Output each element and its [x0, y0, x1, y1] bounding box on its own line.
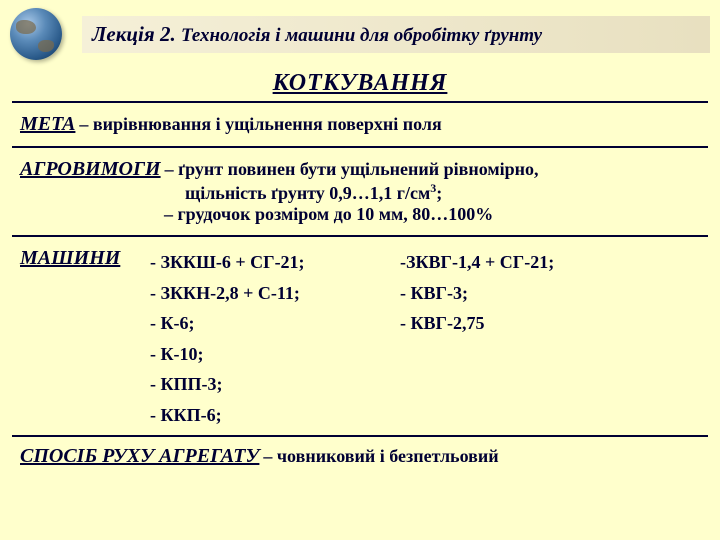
meta-section: МЕТА – вирівнювання і ущільнення поверхн… [0, 107, 720, 142]
method-section: СПОСІБ РУХУ АГРЕГАТУ – човниковий і безп… [0, 441, 720, 468]
list-item: - К-10; [150, 339, 400, 370]
method-label: СПОСІБ РУХУ АГРЕГАТУ [20, 445, 259, 467]
method-text: – човниковий і безпетльовий [263, 446, 498, 466]
lecture-subtitle: Технологія і машини для обробітку ґрунту [181, 25, 542, 46]
divider [12, 235, 708, 237]
divider [12, 146, 708, 148]
machines-label: МАШИНИ [20, 247, 120, 269]
agro-line2b: ; [436, 183, 442, 203]
agro-section: АГРОВИМОГИ – ґрунт повинен бути ущільнен… [0, 152, 720, 231]
lecture-number: Лекція 2. [92, 22, 176, 46]
header: Лекція 2. Технологія і машини для обробі… [0, 0, 720, 64]
list-item: - КВГ-3; [400, 278, 620, 309]
globe-icon [10, 8, 62, 60]
page-title: КОТКУВАННЯ [0, 70, 720, 97]
list-item: - КПП-3; [150, 369, 400, 400]
machines-section: МАШИНИ - ЗККШ-6 + СГ-21; - ЗККН-2,8 + С-… [0, 241, 720, 431]
divider [12, 435, 708, 437]
list-item: -ЗКВГ-1,4 + СГ-21; [400, 247, 620, 278]
agro-label: АГРОВИМОГИ [20, 158, 161, 180]
machines-col1: - ЗККШ-6 + СГ-21; - ЗККН-2,8 + С-11; - К… [150, 247, 400, 431]
machines-col2: -ЗКВГ-1,4 + СГ-21; - КВГ-3; - КВГ-2,75 [400, 247, 620, 431]
divider [12, 101, 708, 103]
agro-line3: – грудочок розміром до 10 мм, 80…100% [20, 204, 700, 225]
list-item: - ККП-6; [150, 400, 400, 431]
list-item: - КВГ-2,75 [400, 308, 620, 339]
list-item: - К-6; [150, 308, 400, 339]
machines-label-wrap: МАШИНИ [20, 247, 150, 431]
agro-line1: – ґрунт повинен бути ущільнений рівномір… [165, 159, 539, 179]
title-bar: Лекція 2. Технологія і машини для обробі… [82, 16, 710, 53]
list-item: - ЗККШ-6 + СГ-21; [150, 247, 400, 278]
agro-line2a: щільність ґрунту 0,9…1,1 г/см [185, 183, 430, 203]
list-item: - ЗККН-2,8 + С-11; [150, 278, 400, 309]
meta-text: – вирівнювання і ущільнення поверхні пол… [79, 114, 441, 134]
agro-line2: щільність ґрунту 0,9…1,1 г/см3; [20, 181, 700, 204]
meta-label: МЕТА [20, 113, 75, 135]
